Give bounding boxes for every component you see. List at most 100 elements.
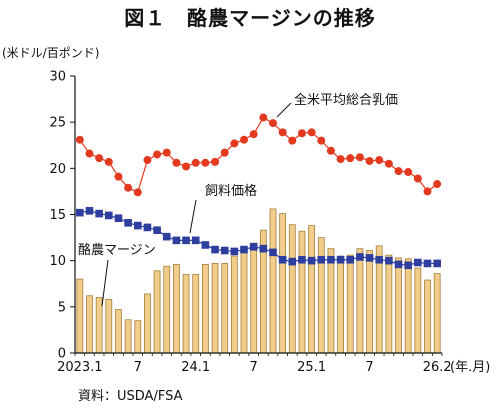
milk-price-point bbox=[423, 187, 432, 196]
margin-bar bbox=[211, 263, 219, 354]
margin-bar bbox=[337, 255, 344, 354]
feed-price-point bbox=[423, 259, 432, 268]
milk-price-point bbox=[413, 174, 422, 183]
margin-label: 酪農マージン bbox=[78, 242, 156, 258]
y-tick-label: 5 bbox=[58, 300, 66, 315]
y-tick-label: 15 bbox=[49, 208, 66, 223]
x-tick-label: 7 bbox=[250, 360, 258, 375]
feed-price-point bbox=[105, 211, 113, 220]
margin-bar bbox=[288, 224, 296, 354]
margin-leader-line bbox=[101, 259, 109, 307]
margin-bar bbox=[298, 230, 306, 354]
feed-price-point bbox=[336, 255, 345, 264]
margin-bar bbox=[86, 295, 93, 354]
margin-bar bbox=[424, 279, 431, 354]
milk-price-point bbox=[172, 158, 181, 167]
feed-price-point bbox=[375, 255, 384, 264]
feed-price-point bbox=[288, 257, 297, 266]
feed-price-point bbox=[317, 255, 326, 264]
series-lines bbox=[75, 113, 442, 270]
margin-bar bbox=[134, 320, 142, 354]
feed-price-point bbox=[220, 246, 229, 255]
milk-price-point bbox=[162, 148, 171, 157]
milk-price-point bbox=[220, 148, 229, 157]
feed-price-label: 飼料価格 bbox=[205, 183, 257, 199]
margin-bar bbox=[115, 309, 122, 354]
x-axis-unit-label: (年.月) bbox=[450, 360, 490, 375]
milk-price-label: 全米平均総合乳価 bbox=[294, 92, 398, 108]
margin-bar bbox=[163, 265, 171, 354]
feed-price-point bbox=[356, 253, 364, 261]
milk-price-point bbox=[355, 153, 364, 162]
milk-price-point bbox=[433, 180, 442, 189]
y-tick-label: 20 bbox=[49, 162, 66, 177]
milk-price-point bbox=[288, 136, 297, 145]
milk-price-point bbox=[133, 188, 142, 197]
margin-bar bbox=[76, 278, 84, 354]
milk-price-point bbox=[85, 149, 94, 158]
milk-price-point bbox=[104, 157, 113, 166]
y-tick-label: 10 bbox=[49, 254, 66, 269]
x-tick-label: 7 bbox=[134, 360, 142, 375]
margin-bar bbox=[153, 270, 161, 354]
x-tick-label: 24.1 bbox=[181, 360, 210, 375]
feed-price-point bbox=[95, 209, 103, 218]
margin-bar bbox=[201, 263, 209, 354]
margin-bar bbox=[308, 225, 316, 354]
y-axis-unit-label: (米ドル/百ポンド) bbox=[2, 46, 100, 60]
feed-price-point bbox=[414, 258, 422, 267]
milk-price-point bbox=[375, 156, 384, 165]
margin-bar bbox=[182, 274, 190, 354]
margin-bar bbox=[356, 248, 364, 354]
milk-price-point bbox=[346, 154, 355, 163]
milk-price-point bbox=[326, 146, 335, 155]
margin-bar bbox=[95, 297, 103, 354]
feed-price-point bbox=[143, 223, 152, 232]
margin-bar bbox=[230, 255, 238, 354]
margin-bar bbox=[221, 263, 229, 354]
milk-price-point bbox=[124, 183, 133, 192]
milk-price-point bbox=[114, 172, 123, 181]
x-tick-label: 2023.1 bbox=[57, 360, 103, 375]
feed-price-point bbox=[191, 236, 200, 245]
milk-price-point bbox=[384, 159, 393, 168]
milk-price-point bbox=[259, 113, 268, 122]
x-tick-label: 26.2 bbox=[423, 360, 452, 375]
milk-price-point bbox=[404, 168, 413, 177]
margin-bar bbox=[144, 293, 151, 354]
feed-price-point bbox=[269, 248, 277, 257]
margin-bar bbox=[395, 257, 402, 354]
milk-price-point bbox=[278, 128, 287, 137]
margin-bar bbox=[173, 263, 180, 354]
margin-bar bbox=[366, 250, 373, 354]
feed-price-point bbox=[153, 226, 161, 234]
feed-price-point bbox=[230, 247, 239, 256]
margin-bar bbox=[317, 237, 325, 354]
milk-price-point bbox=[75, 135, 84, 144]
margin-bar bbox=[269, 208, 277, 354]
milk-price-point bbox=[240, 135, 249, 144]
feed-price-point bbox=[76, 208, 84, 217]
feed-price-point bbox=[346, 255, 355, 264]
milk-price-point bbox=[182, 162, 191, 171]
milk-price-point bbox=[153, 150, 162, 159]
feed-price-point bbox=[182, 236, 190, 245]
milk-price-point bbox=[317, 136, 326, 145]
milk-price-point bbox=[307, 128, 316, 137]
y-tick-label: 25 bbox=[49, 116, 66, 131]
feed-price-point bbox=[162, 232, 171, 241]
margin-bar bbox=[250, 242, 258, 354]
margin-bar bbox=[385, 254, 393, 354]
feed-price-point bbox=[433, 259, 441, 268]
feed-price-point bbox=[404, 261, 412, 270]
milk-price-leader-line bbox=[276, 102, 292, 118]
y-tick-label: 30 bbox=[49, 70, 66, 85]
y-tick-label: 0 bbox=[58, 347, 66, 362]
source-note: 資料：USDA/FSA bbox=[78, 389, 183, 404]
milk-price-point bbox=[201, 158, 210, 167]
feed-price-point bbox=[172, 236, 181, 245]
milk-price-point bbox=[394, 167, 403, 176]
margin-bar bbox=[404, 258, 412, 354]
annotations: 全米平均総合乳価 飼料価格 酪農マージン bbox=[78, 92, 398, 307]
